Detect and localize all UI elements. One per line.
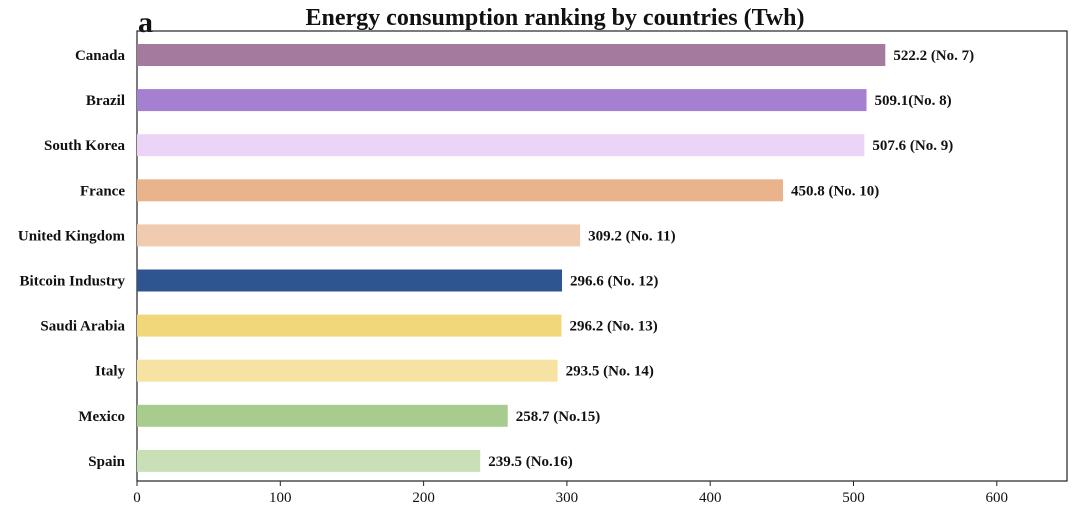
category-label-brazil: Brazil: [86, 93, 125, 109]
x-tick-label-0: 0: [133, 490, 141, 506]
bars-layer: Canada 522.2 (No. 7) Brazil 509.1(No. 8) Sou…: [18, 44, 974, 472]
category-label-mexico: Mexico: [78, 409, 125, 425]
bar-mexico: [137, 404, 508, 427]
data-label-united-kingdom: 309.2 (No. 11): [588, 228, 676, 244]
x-axis: 0 100 200 300 400 500 600: [133, 481, 1008, 506]
panel-label: a: [138, 6, 153, 39]
data-label-brazil: 509.1(No. 8): [875, 93, 952, 109]
category-label-south-korea: South Korea: [44, 138, 125, 154]
x-tick-label-300: 300: [556, 490, 579, 506]
category-label-spain: Spain: [88, 454, 125, 470]
x-tick-label-400: 400: [699, 490, 722, 506]
bar-saudi-arabia: [137, 314, 562, 337]
x-tick-label-100: 100: [269, 490, 292, 506]
category-label-italy: Italy: [95, 364, 126, 380]
data-label-mexico: 258.7 (No.15): [516, 409, 601, 425]
category-label-france: France: [80, 183, 125, 199]
chart-title: Energy consumption ranking by countries …: [306, 5, 805, 31]
category-label-saudi-arabia: Saudi Arabia: [40, 319, 125, 335]
bar-bitcoin-industry: [137, 269, 563, 292]
category-label-united-kingdom: United Kingdom: [18, 228, 126, 244]
data-label-spain: 239.5 (No.16): [488, 454, 573, 470]
data-label-italy: 293.5 (No. 14): [566, 364, 654, 380]
bar-france: [137, 179, 783, 202]
category-label-bitcoin-industry: Bitcoin Industry: [20, 274, 126, 290]
data-label-saudi-arabia: 296.2 (No. 13): [569, 319, 657, 335]
bar-united-kingdom: [137, 224, 581, 247]
data-label-france: 450.8 (No. 10): [791, 183, 879, 199]
data-label-south-korea: 507.6 (No. 9): [872, 138, 953, 154]
x-tick-label-200: 200: [412, 490, 435, 506]
bar-canada: [137, 44, 886, 66]
bar-italy: [137, 359, 558, 382]
data-label-canada: 522.2 (No. 7): [893, 48, 974, 64]
bar-spain: [137, 449, 481, 472]
data-label-bitcoin-industry: 296.6 (No. 12): [570, 274, 658, 290]
x-tick-label-500: 500: [842, 490, 865, 506]
bar-south-korea: [137, 134, 865, 157]
category-label-canada: Canada: [75, 48, 126, 64]
x-tick-label-600: 600: [986, 490, 1009, 506]
plot-frame: [136, 30, 1068, 482]
bar-brazil: [137, 89, 867, 112]
